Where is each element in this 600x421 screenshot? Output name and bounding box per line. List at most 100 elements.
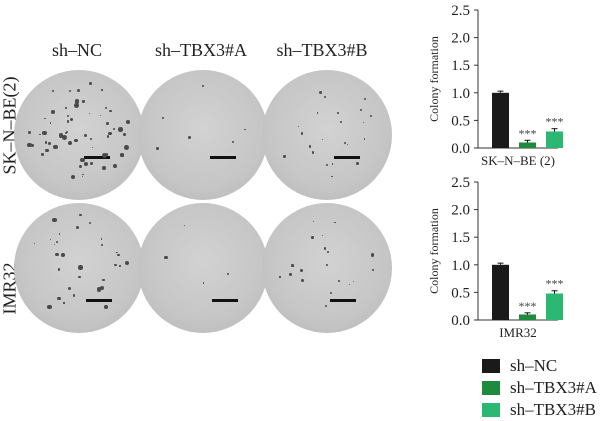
colony-speck: [113, 263, 117, 267]
x-axis-label: SK–N–BE (2): [481, 153, 555, 168]
y-tick-label: 0.5: [451, 113, 470, 129]
colony-speck: [82, 173, 84, 176]
y-tick-label: 0.0: [451, 141, 470, 157]
colony-speck: [80, 157, 85, 163]
y-tick-label: 2.5: [451, 3, 470, 19]
colony-speck: [187, 135, 192, 139]
colony-speck: [336, 111, 339, 114]
colony-speck: [88, 221, 91, 224]
colony-speck: [83, 134, 88, 138]
colony-speck: [202, 282, 205, 285]
colony-speck: [62, 135, 67, 141]
legend-item-sh-tbx3-a: sh–TBX3#A: [482, 378, 597, 398]
legend-swatch: [482, 403, 500, 417]
colony-speck: [300, 269, 304, 273]
colony-speck: [96, 287, 102, 293]
y-axis-label: Colony formation: [427, 36, 441, 122]
significance-label: ***: [519, 126, 537, 140]
legend-swatch: [482, 381, 500, 395]
colony-speck: [323, 95, 327, 99]
colony-speck: [164, 255, 168, 259]
colony-speck: [66, 119, 70, 123]
colony-speck: [370, 253, 375, 257]
bar: [492, 264, 509, 320]
colony-speck: [47, 142, 51, 146]
colony-speck: [104, 305, 108, 309]
colony-speck: [84, 161, 88, 166]
legend-item-sh-tbx3-b: sh–TBX3#B: [482, 400, 596, 420]
colony-speck: [244, 128, 246, 131]
colony-speck: [47, 305, 52, 310]
y-tick-label: 0.5: [451, 285, 470, 301]
colony-speck: [331, 163, 333, 165]
colony-speck: [202, 84, 205, 88]
colony-speck: [101, 153, 107, 159]
colony-speck: [322, 138, 324, 141]
bar-chart-sknbe2: 0.0 0.5 1.0 1.5 2.0 2.5 Colony formation *** ***…: [427, 3, 564, 168]
colony-speck: [291, 264, 294, 267]
colony-speck: [184, 224, 186, 226]
colony-speck: [70, 174, 76, 180]
colony-speck: [107, 135, 110, 138]
bar: [492, 92, 509, 148]
colony-speck: [326, 250, 329, 253]
colony-speck: [78, 265, 83, 270]
colony-speck: [78, 165, 82, 169]
colony-speck: [106, 122, 109, 126]
y-tick-label: 1.0: [451, 258, 470, 274]
bar: [546, 293, 563, 320]
colony-dish-sknbe2-sh-nc: [14, 70, 144, 200]
colony-speck: [27, 142, 32, 148]
colony-speck: [102, 278, 105, 282]
colony-speck: [356, 162, 360, 166]
colony-speck: [283, 155, 286, 158]
bar-chart-imr32: 0.0 0.5 1.0 1.5 2.0 2.5 Colony formation *** ***…: [427, 175, 564, 340]
bar: [546, 131, 563, 148]
colony-speck: [363, 138, 366, 140]
colony-speck: [279, 276, 281, 278]
colony-speck: [300, 278, 304, 282]
colony-speck: [339, 121, 342, 124]
colony-speck: [60, 253, 65, 258]
colony-speck: [300, 131, 304, 135]
significance-label: ***: [546, 115, 564, 129]
significance-label: ***: [519, 299, 537, 313]
colony-speck: [124, 145, 130, 151]
colony-speck: [40, 152, 45, 157]
colony-speck: [50, 110, 55, 115]
colony-speck: [89, 161, 94, 165]
y-axis-label: Colony formation: [427, 208, 441, 294]
scale-bar: [212, 299, 238, 302]
colony-speck: [369, 115, 372, 118]
colony-speck: [99, 115, 101, 117]
colony-speck: [42, 130, 47, 136]
colony-speck: [109, 109, 112, 113]
colony-dish-sknbe2-sh-tbx3-b: [262, 70, 392, 200]
colony-speck: [56, 240, 59, 243]
colony-speck: [55, 253, 59, 257]
colony-speck: [117, 254, 120, 257]
y-tick-label: 1.0: [451, 86, 470, 102]
colony-speck: [53, 144, 58, 149]
colony-speck: [57, 268, 61, 272]
significance-label: ***: [546, 277, 564, 291]
colony-dish-imr32-sh-tbx3-a: [138, 203, 268, 333]
colony-speck: [116, 251, 118, 254]
scale-bar: [84, 156, 110, 159]
colony-speck: [122, 132, 126, 136]
colony-speck: [100, 238, 103, 240]
colony-speck: [324, 304, 327, 307]
colony-speck: [66, 131, 69, 134]
colony-speck: [329, 292, 332, 295]
colony-speck: [118, 127, 123, 132]
colony-speck: [113, 163, 117, 168]
colony-speck: [89, 137, 92, 140]
colony-speck: [311, 151, 315, 155]
colony-speck: [325, 264, 328, 267]
legend-swatch: [482, 359, 500, 373]
colony-speck: [352, 280, 354, 283]
y-tick-label: 0.0: [451, 313, 470, 329]
legend-label: sh–TBX3#B: [510, 400, 596, 419]
colony-speck: [72, 294, 76, 297]
y-tick-label: 1.5: [451, 230, 470, 246]
